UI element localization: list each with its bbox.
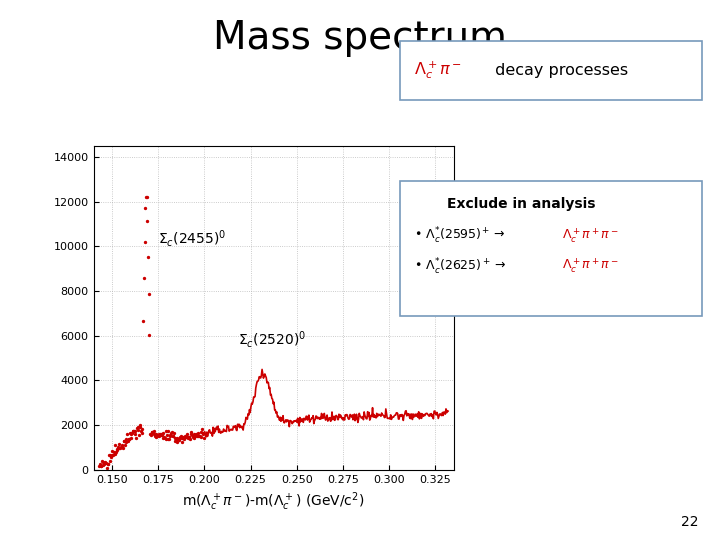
Text: $\Lambda_c^+\pi^+\pi^-$: $\Lambda_c^+\pi^+\pi^-$ (562, 226, 618, 245)
Text: $\Sigma_c(2455)^0$: $\Sigma_c(2455)^0$ (158, 228, 227, 249)
X-axis label: m($\Lambda_c^+\pi^-$)-m($\Lambda_c^+$) (GeV/c$^2$): m($\Lambda_c^+\pi^-$)-m($\Lambda_c^+$) (… (182, 490, 365, 513)
Text: $\Sigma_c(2520)^0$: $\Sigma_c(2520)^0$ (238, 329, 306, 350)
Text: • $\Lambda_c^{*}(2595)^+ \rightarrow$: • $\Lambda_c^{*}(2595)^+ \rightarrow$ (414, 226, 505, 246)
Text: 22: 22 (681, 515, 698, 529)
Text: Exclude in analysis: Exclude in analysis (448, 197, 596, 211)
Text: • $\Lambda_c^{*}(2625)^+ \rightarrow$: • $\Lambda_c^{*}(2625)^+ \rightarrow$ (414, 256, 506, 276)
Text: Mass spectrum: Mass spectrum (213, 19, 507, 57)
Text: $\Lambda_c^+\pi^-$: $\Lambda_c^+\pi^-$ (414, 59, 462, 81)
Text: decay processes: decay processes (490, 63, 628, 78)
Text: $\Lambda_c^+\pi^+\pi^-$: $\Lambda_c^+\pi^+\pi^-$ (562, 256, 618, 275)
